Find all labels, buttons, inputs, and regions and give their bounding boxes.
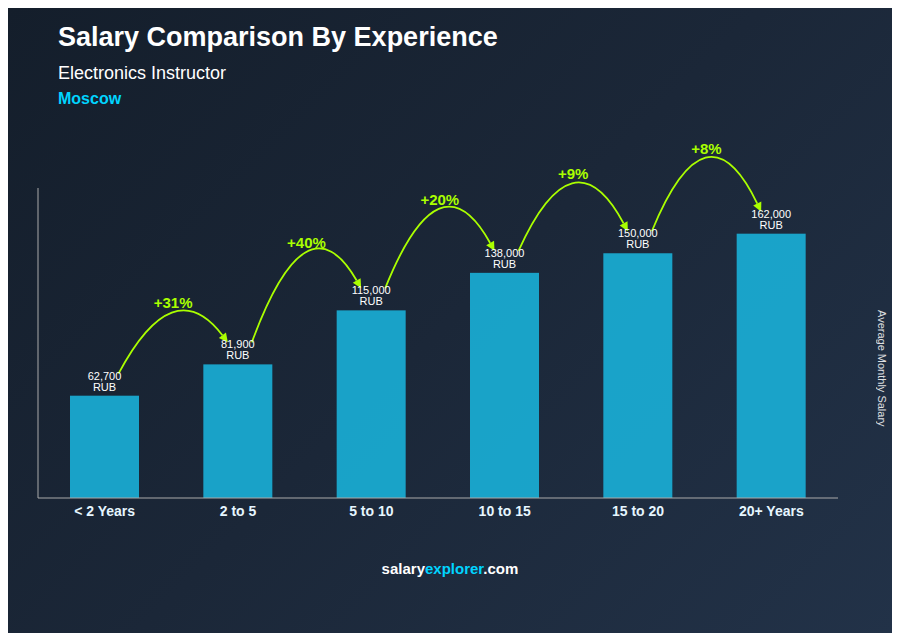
svg-text:+40%: +40% <box>287 234 326 251</box>
html-text:Electronics Instructor: Electronics Instructor <box>58 63 227 83</box>
html-text:Salary Comparison By Experienc: Salary Comparison By Experience <box>58 22 498 52</box>
svg-text:5 to 10: 5 to 10 <box>349 503 394 519</box>
svg-text:62,700RUB: 62,700RUB <box>88 370 122 393</box>
svg-text:10 to 15: 10 to 15 <box>479 503 531 519</box>
svg-text:20+ Years: 20+ Years <box>739 503 804 519</box>
svg-text:150,000RUB: 150,000RUB <box>618 227 658 250</box>
svg-text:< 2 Years: < 2 Years <box>74 503 135 519</box>
svg-text:81,900RUB: 81,900RUB <box>221 338 255 361</box>
html-text:Moscow: Moscow <box>58 90 122 107</box>
svg-text:15 to 20: 15 to 20 <box>612 503 664 519</box>
html-text:salary explorer.com: salary explorer.com <box>381 560 519 577</box>
svg-text:+31%: +31% <box>154 294 193 311</box>
svg-text:+9%: +9% <box>558 165 588 182</box>
svg-text:138,000RUB: 138,000RUB <box>485 247 525 270</box>
svg-text:162,000RUB: 162,000RUB <box>751 208 791 231</box>
html-text:Average Monthly Salary: Average Monthly Salary <box>876 309 888 427</box>
svg-text:+20%: +20% <box>420 191 459 208</box>
svg-text:115,000RUB: 115,000RUB <box>352 284 391 307</box>
svg-text:+8%: +8% <box>691 140 721 157</box>
svg-text:2 to 5: 2 to 5 <box>220 503 257 519</box>
